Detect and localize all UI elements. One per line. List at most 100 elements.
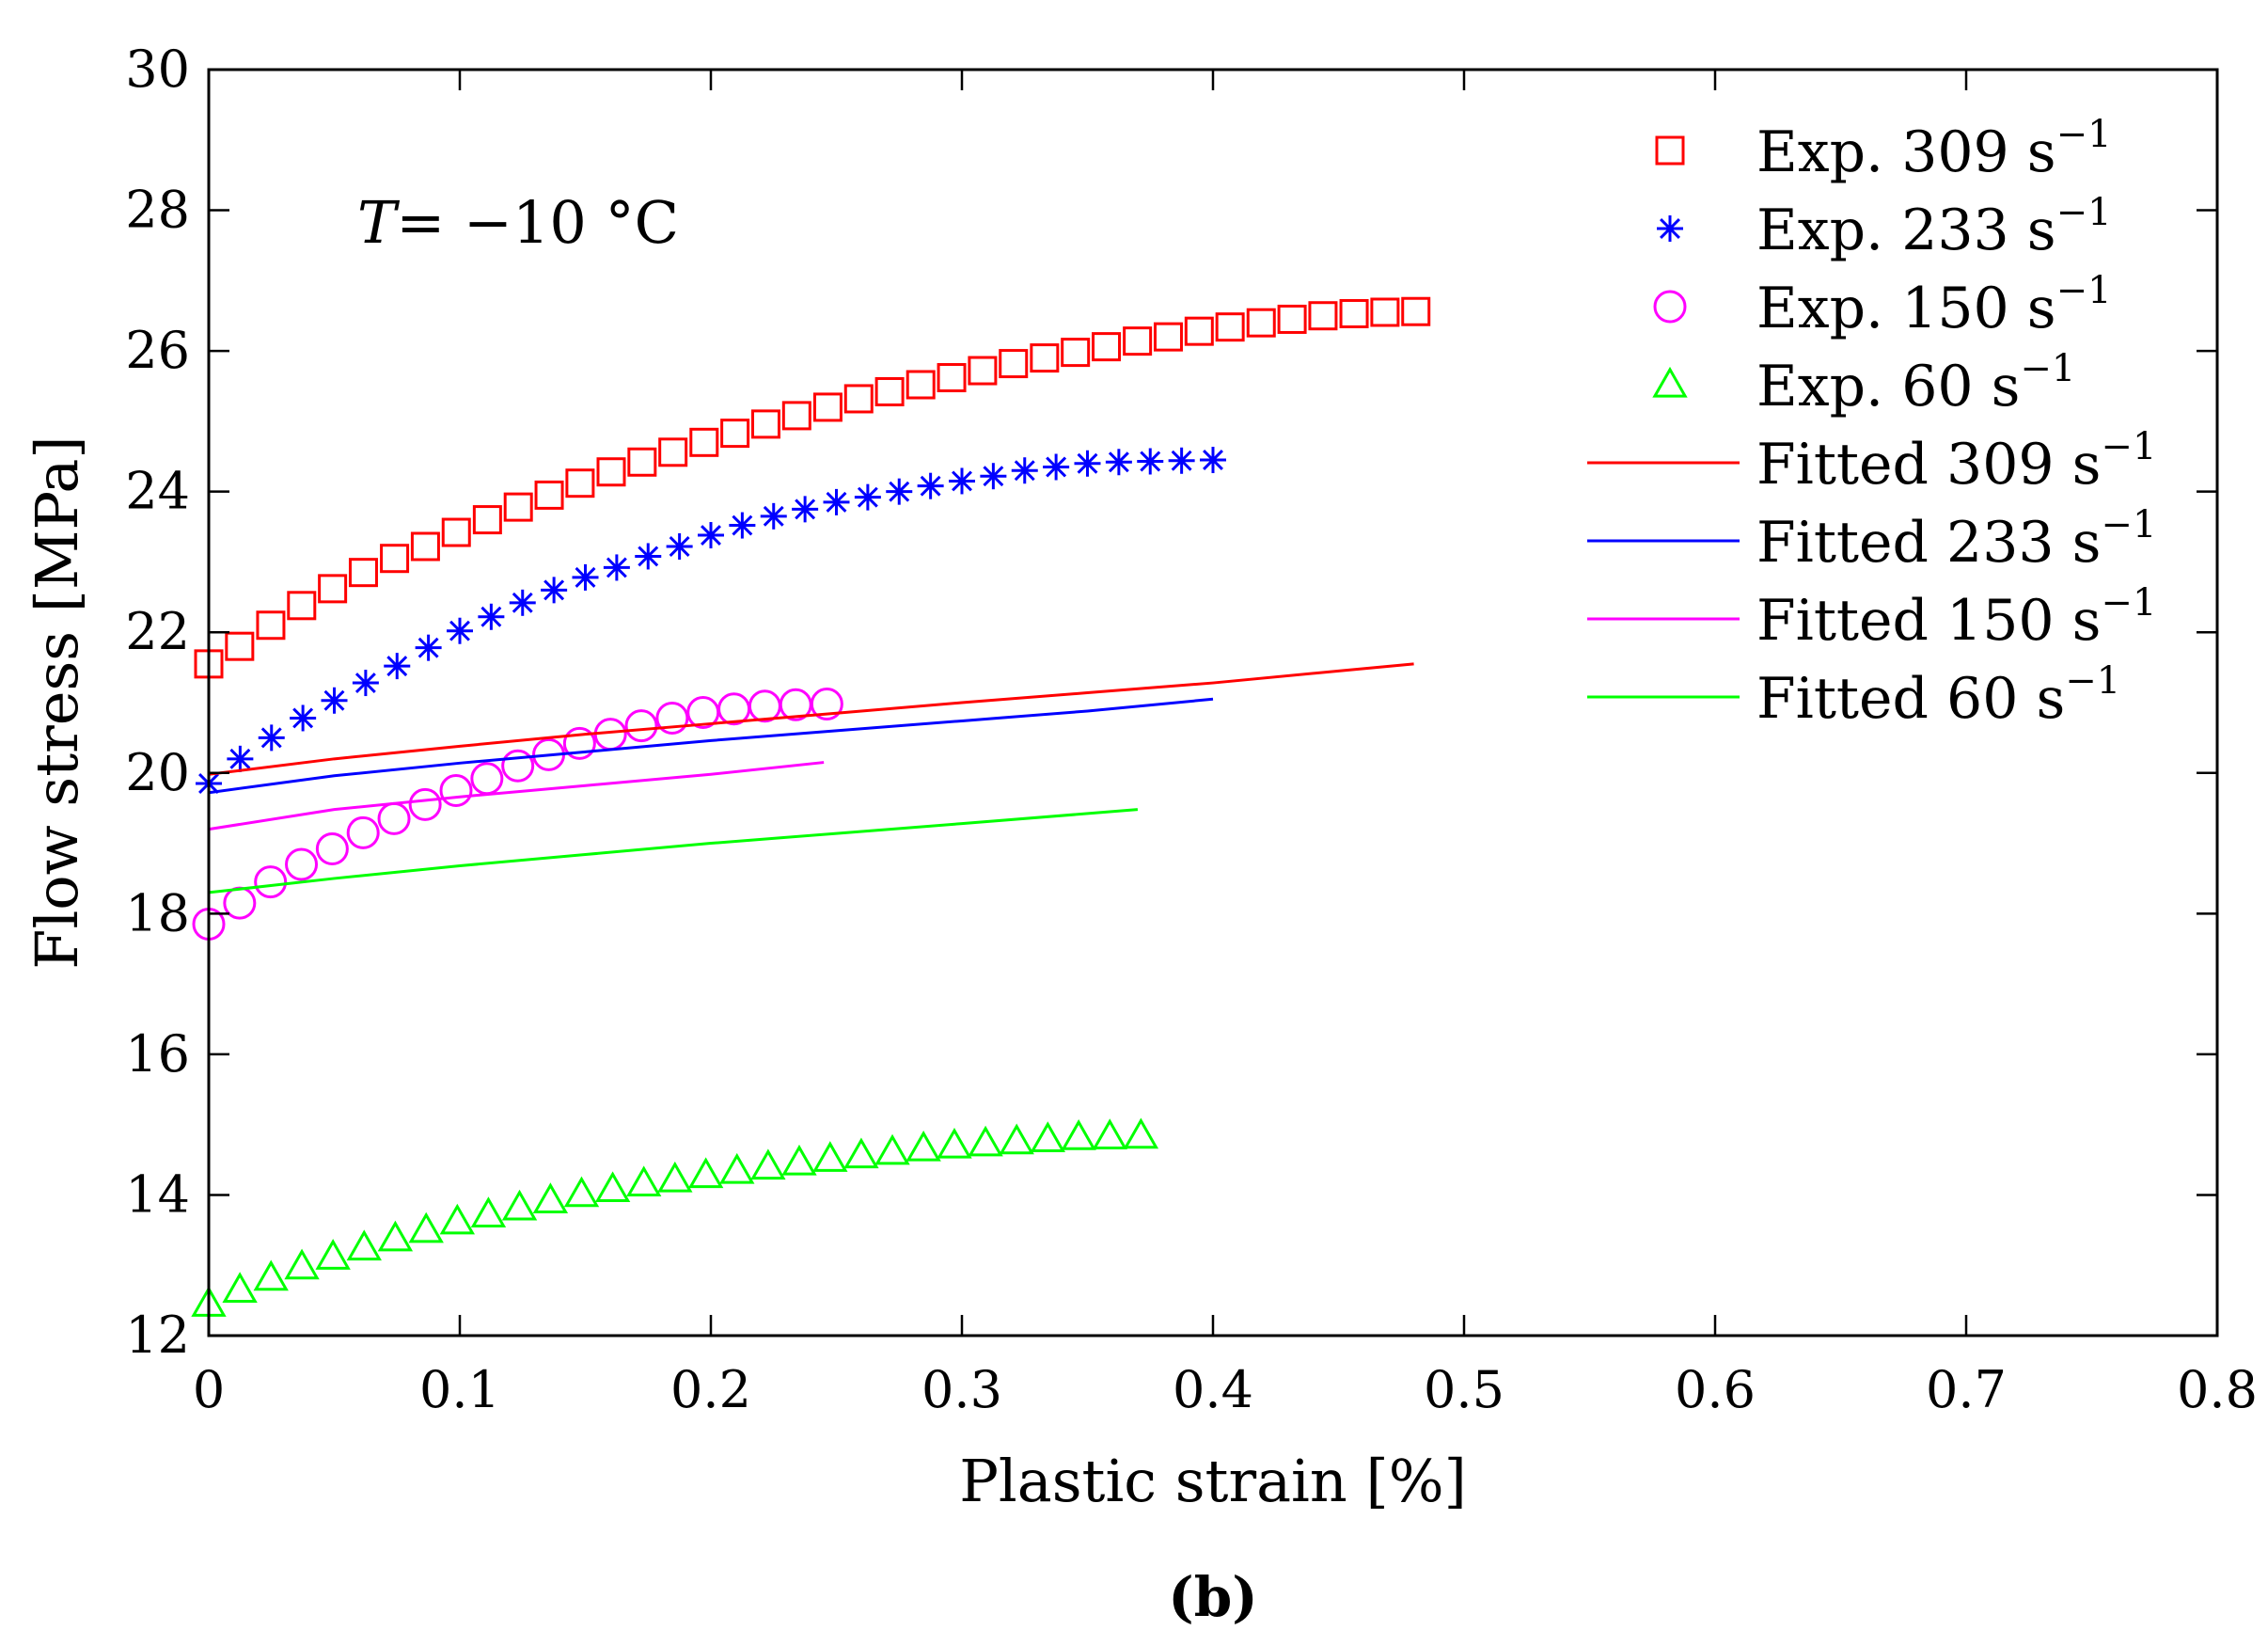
data-point	[441, 517, 471, 547]
data-point	[315, 832, 349, 866]
y-tick-label: 28	[125, 181, 190, 240]
data-point	[253, 1259, 289, 1291]
legend-label: Fitted 233 s−1	[1756, 503, 2156, 576]
data-point	[410, 531, 440, 562]
data-point	[415, 634, 442, 661]
data-point	[720, 419, 750, 449]
data-point	[1339, 298, 1369, 328]
data-point	[256, 610, 286, 641]
legend-entry: Exp. 150 s−1	[1653, 269, 2112, 341]
legend-marker-swatch	[1653, 290, 1687, 324]
fitted-line	[208, 662, 1414, 776]
data-point	[812, 392, 843, 422]
data-point	[348, 558, 378, 588]
data-point	[321, 687, 348, 714]
legend-label-exponent: −1	[2020, 347, 2075, 390]
data-point	[1215, 312, 1245, 342]
x-tick-label: 0.5	[1424, 1360, 1504, 1419]
data-point	[906, 370, 936, 400]
data-point	[843, 384, 874, 414]
data-point	[937, 363, 967, 393]
y-tick-label: 20	[125, 743, 190, 802]
x-tick-label: 0.7	[1926, 1360, 2007, 1419]
data-point	[534, 480, 564, 510]
data-point	[408, 787, 442, 821]
data-point	[315, 1239, 351, 1270]
series-6	[208, 761, 825, 831]
data-point	[1153, 322, 1183, 352]
data-point	[222, 1272, 258, 1303]
x-tick-label: 0.8	[2177, 1360, 2258, 1419]
data-point	[227, 745, 254, 772]
data-point	[906, 1130, 941, 1162]
legend-label-main: Fitted 60 s	[1756, 666, 2065, 732]
plot-frame	[207, 68, 2219, 1337]
data-point	[626, 1165, 662, 1197]
fitted-line	[208, 697, 1214, 795]
data-point	[655, 701, 689, 735]
temperature-label: T= −10 °C	[357, 188, 679, 257]
y-axis-title: Flow stress [MPa]	[23, 435, 91, 969]
x-axis-title: Plastic strain [%]	[959, 1447, 1467, 1515]
data-point	[285, 847, 319, 881]
data-point	[658, 437, 688, 467]
y-tick-label: 22	[125, 602, 190, 661]
data-point	[1092, 1118, 1127, 1149]
legend-label-exponent: −1	[2056, 113, 2112, 156]
data-point	[810, 687, 843, 720]
data-point	[1184, 316, 1214, 346]
data-point	[1061, 1119, 1096, 1150]
legend-entry: Exp. 233 s−1	[1657, 191, 2112, 263]
series-0	[194, 296, 1431, 679]
data-point	[624, 709, 658, 743]
data-point	[698, 522, 724, 549]
legend-label-main: Fitted 150 s	[1756, 588, 2101, 654]
data-point	[290, 704, 317, 732]
data-point	[1277, 304, 1307, 334]
x-tick-label: 0.1	[419, 1360, 500, 1419]
legend-entry: Exp. 60 s−1	[1652, 347, 2075, 419]
figure-caption: (b)	[1168, 1565, 1257, 1629]
data-point	[1137, 448, 1164, 475]
legend-entry: Fitted 233 s−1	[1587, 503, 2156, 576]
temperature-value: = −10 °C	[396, 188, 679, 257]
data-point	[532, 1182, 569, 1214]
data-point	[562, 726, 596, 760]
y-tick-label: 26	[125, 321, 190, 380]
legend-label: Exp. 150 s−1	[1756, 269, 2112, 341]
data-point	[572, 563, 599, 591]
data-point	[470, 762, 504, 796]
legend-entry: Exp. 309 s−1	[1655, 113, 2112, 185]
legend-label-exponent: −1	[2101, 581, 2156, 625]
data-point	[346, 1229, 382, 1261]
data-point	[1308, 301, 1338, 331]
data-point	[470, 1196, 507, 1227]
legend-label: Fitted 309 s−1	[1756, 425, 2156, 498]
series-5	[208, 697, 1214, 795]
legend-label-exponent: −1	[2056, 191, 2112, 234]
data-point	[719, 1152, 755, 1184]
data-point	[287, 591, 317, 621]
data-point	[1105, 449, 1132, 476]
data-point	[792, 496, 819, 523]
data-point	[980, 463, 1007, 490]
data-point	[635, 543, 662, 570]
data-point	[352, 670, 379, 697]
y-tick-label: 24	[125, 462, 190, 521]
data-point	[781, 401, 811, 431]
data-point	[657, 1161, 693, 1193]
series-2	[192, 687, 843, 942]
temperature-annotation: T= −10 °C	[357, 188, 679, 257]
series-7	[208, 808, 1139, 894]
data-point	[689, 427, 719, 457]
legend-entry: Fitted 60 s−1	[1587, 659, 2120, 732]
x-tick-label: 0	[193, 1360, 225, 1419]
fitted-line	[208, 761, 825, 831]
data-point	[1123, 326, 1153, 356]
data-point	[729, 512, 756, 539]
data-point	[380, 544, 410, 574]
data-point	[284, 1248, 320, 1280]
legend-label: Exp. 60 s−1	[1756, 347, 2075, 419]
data-point	[750, 1148, 786, 1180]
